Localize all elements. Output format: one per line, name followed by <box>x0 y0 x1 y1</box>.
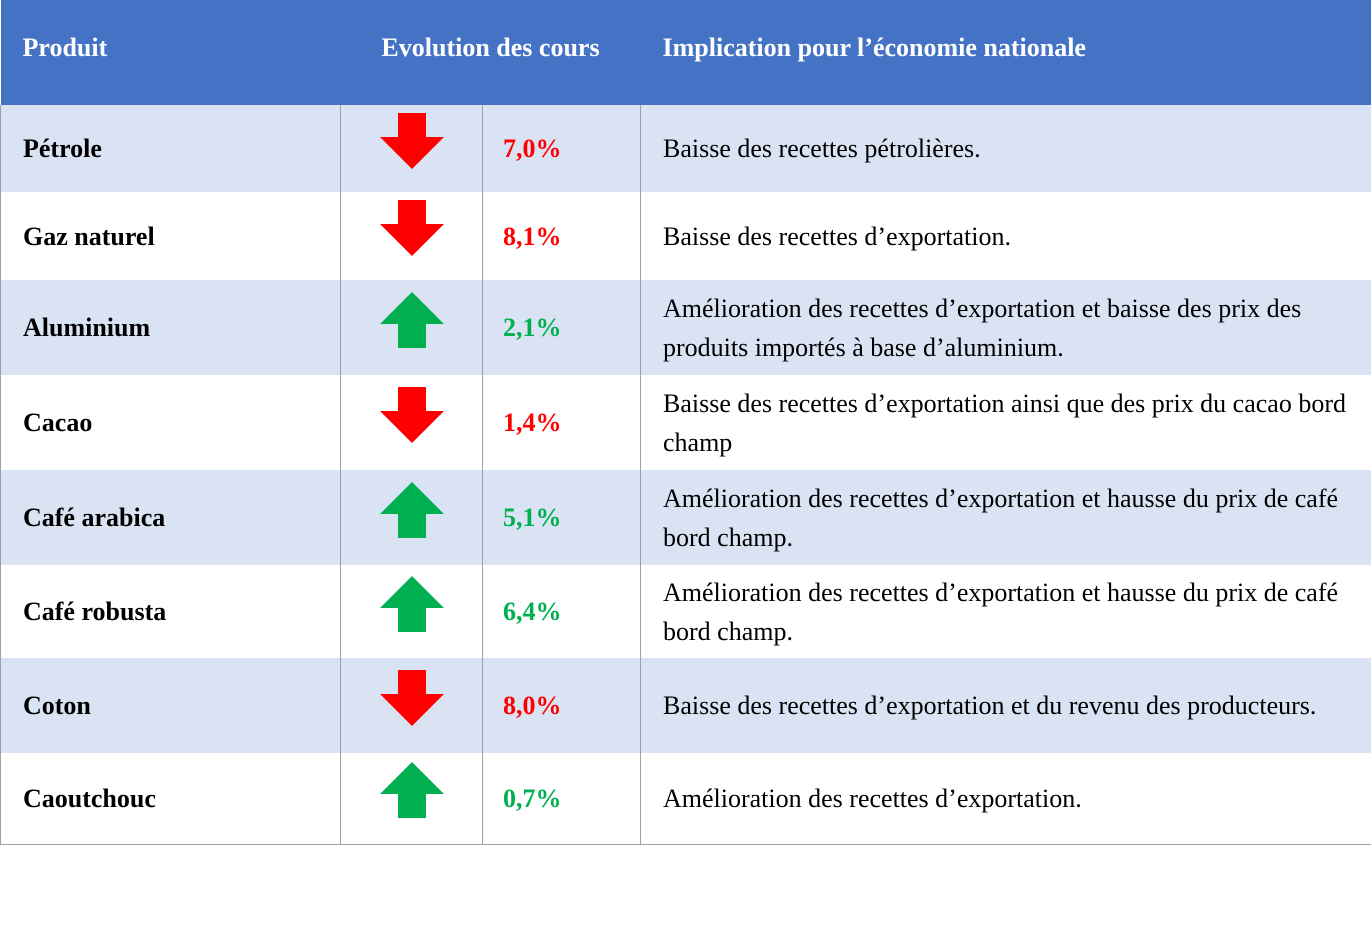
table-row: Aluminium 2,1% Amélioration des recettes d… <box>0 280 1371 375</box>
table-row: Cacao 1,4% Baisse des recettes d’exportati… <box>0 375 1371 470</box>
arrow-cell <box>340 753 483 845</box>
header-product: Produit <box>0 0 341 105</box>
change-cell: 7,0% <box>482 105 641 192</box>
trend-arrow <box>379 386 444 443</box>
change-cell: 6,4% <box>482 565 641 658</box>
arrow-shape <box>379 386 444 443</box>
arrow-cell <box>340 280 483 375</box>
arrow-shape <box>379 200 444 256</box>
header-row: Produit Evolution des cours Implication … <box>0 0 1371 105</box>
implication-cell: Baisse des recettes d’exportation et du … <box>640 658 1371 753</box>
trend-arrow <box>379 112 444 169</box>
arrow-cell <box>340 658 483 753</box>
arrow-cell <box>340 565 483 658</box>
change-cell: 1,4% <box>482 375 641 470</box>
arrow-shape <box>379 762 444 819</box>
trend-arrow <box>379 669 444 726</box>
header-evolution: Evolution des cours <box>340 0 641 105</box>
change-cell: 8,1% <box>482 192 641 280</box>
implication-cell: Amélioration des recettes d’exportation. <box>640 753 1371 845</box>
product-cell: Caoutchouc <box>0 753 341 845</box>
implication-cell: Baisse des recettes pétrolières. <box>640 105 1371 192</box>
arrow-shape <box>379 481 444 538</box>
arrow-cell <box>340 375 483 470</box>
product-cell: Pétrole <box>0 105 341 192</box>
implication-cell: Baisse des recettes d’exportation ainsi … <box>640 375 1371 470</box>
implication-cell: Amélioration des recettes d’exportation … <box>640 565 1371 658</box>
product-cell: Café robusta <box>0 565 341 658</box>
commodity-table: Produit Evolution des cours Implication … <box>0 0 1371 845</box>
header-implication: Implication pour l’économie nationale <box>640 0 1371 105</box>
product-cell: Café arabica <box>0 470 341 565</box>
arrow-shape <box>379 112 444 169</box>
product-cell: Aluminium <box>0 280 341 375</box>
table-row: Gaz naturel 8,1% Baisse des recettes d’exp… <box>0 192 1371 280</box>
table-row: Pétrole 7,0% Baisse des recettes pétrolièr… <box>0 105 1371 192</box>
product-cell: Coton <box>0 658 341 753</box>
table-row: Café robusta 6,4% Amélioration des recette… <box>0 565 1371 658</box>
trend-arrow <box>379 575 444 632</box>
change-cell: 2,1% <box>482 280 641 375</box>
arrow-cell <box>340 192 483 280</box>
product-cell: Cacao <box>0 375 341 470</box>
implication-cell: Amélioration des recettes d’exportation … <box>640 470 1371 565</box>
arrow-cell <box>340 105 483 192</box>
implication-cell: Amélioration des recettes d’exportation … <box>640 280 1371 375</box>
table-body: Pétrole 7,0% Baisse des recettes pétrolièr… <box>0 105 1371 845</box>
change-cell: 5,1% <box>482 470 641 565</box>
trend-arrow <box>379 200 444 256</box>
table-row: Café arabica 5,1% Amélioration des recette… <box>0 470 1371 565</box>
arrow-shape <box>379 575 444 632</box>
trend-arrow <box>379 291 444 348</box>
table-row: Caoutchouc 0,7% Amélioration des recettes … <box>0 753 1371 845</box>
change-cell: 0,7% <box>482 753 641 845</box>
trend-arrow <box>379 762 444 819</box>
trend-arrow <box>379 481 444 538</box>
table-row: Coton 8,0% Baisse des recettes d’exportati… <box>0 658 1371 753</box>
product-cell: Gaz naturel <box>0 192 341 280</box>
arrow-shape <box>379 669 444 726</box>
implication-cell: Baisse des recettes d’exportation. <box>640 192 1371 280</box>
arrow-shape <box>379 291 444 348</box>
arrow-cell <box>340 470 483 565</box>
change-cell: 8,0% <box>482 658 641 753</box>
